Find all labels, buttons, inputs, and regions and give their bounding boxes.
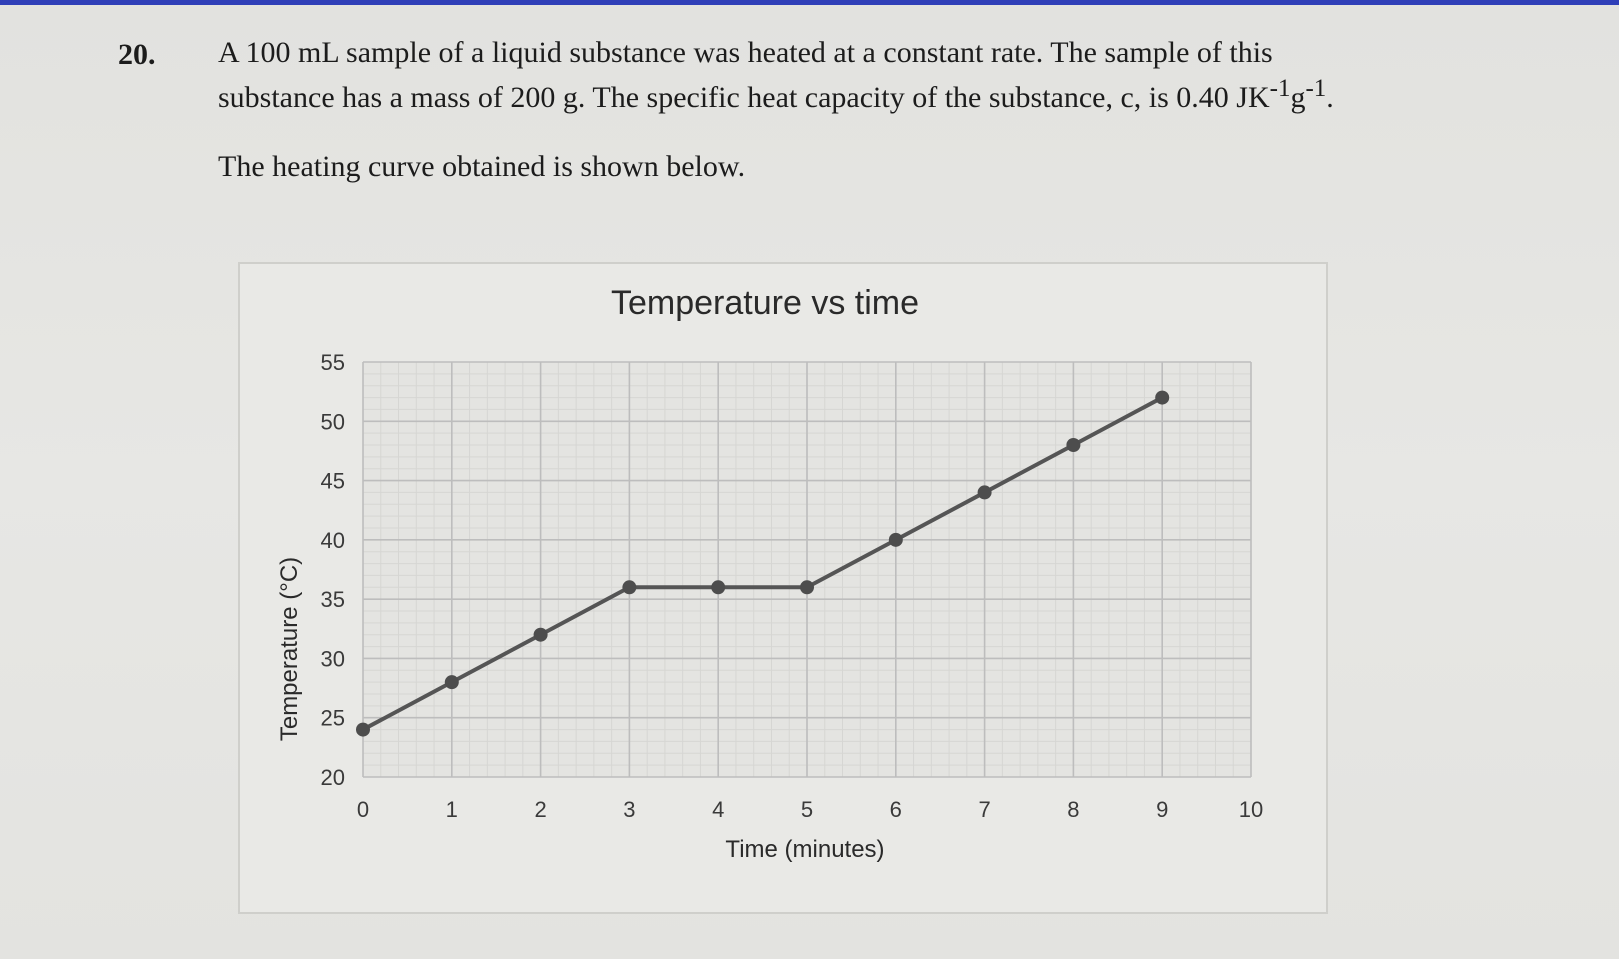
question-text-line-2: substance has a mass of 200 g. The speci…: [218, 75, 1334, 115]
line-end-period: .: [1326, 81, 1334, 114]
data-point: [1066, 438, 1081, 452]
x-tick-label: 7: [978, 797, 990, 822]
data-point: [800, 580, 814, 595]
x-tick-label: 5: [801, 797, 813, 822]
data-point: [1155, 390, 1170, 405]
x-axis-label: Time (minutes): [725, 836, 884, 863]
major-grid: [362, 361, 1252, 778]
series-line: [362, 395, 1164, 732]
unit-superscript-2: -1: [1305, 75, 1327, 102]
y-axis-label: Temperature (°C): [276, 557, 303, 741]
y-tick-label: 55: [321, 350, 345, 375]
y-tick-label: 35: [321, 587, 345, 612]
y-tick-label: 30: [321, 646, 345, 671]
x-tick-label: 2: [534, 797, 546, 822]
x-tick-label: 6: [890, 797, 902, 822]
data-point: [977, 485, 992, 500]
data-point: [533, 627, 548, 642]
question-text-line-1: A 100 mL sample of a liquid substance wa…: [218, 36, 1273, 69]
x-tick-label: 1: [446, 797, 458, 822]
data-point: [622, 580, 637, 595]
x-tick-label: 8: [1067, 797, 1079, 822]
y-tick-label: 25: [321, 706, 345, 731]
data-point: [888, 532, 903, 547]
chart-frame: 0 1 2 3 4 5 6 7 8 9 10 20 25 30 35 40 45 50 55 Temperature…: [238, 262, 1328, 914]
x-tick-label: 4: [712, 797, 724, 822]
data-point: [711, 580, 726, 595]
y-tick-label: 45: [321, 469, 345, 494]
top-accent-bar: [0, 0, 1619, 5]
data-point: [444, 675, 459, 690]
x-tick-label: 10: [1239, 797, 1263, 822]
unit-g: g: [1290, 81, 1306, 114]
question-text-line-2-main: substance has a mass of 200 g. The speci…: [218, 81, 1270, 114]
x-tick-label: 0: [357, 797, 369, 822]
question-text-line-3: The heating curve obtained is shown belo…: [218, 150, 746, 183]
y-tick-label: 50: [321, 409, 345, 434]
y-tick-label: 20: [321, 765, 345, 790]
x-tick-label: 9: [1156, 797, 1168, 822]
y-tick-label: 40: [321, 528, 345, 553]
chart-title: Temperature vs time: [611, 284, 919, 322]
series-group: [356, 390, 1170, 737]
unit-superscript-1: -1: [1269, 75, 1291, 102]
data-point: [356, 722, 370, 737]
x-tick-label: 3: [623, 797, 635, 822]
question-number: 20.: [118, 38, 156, 71]
